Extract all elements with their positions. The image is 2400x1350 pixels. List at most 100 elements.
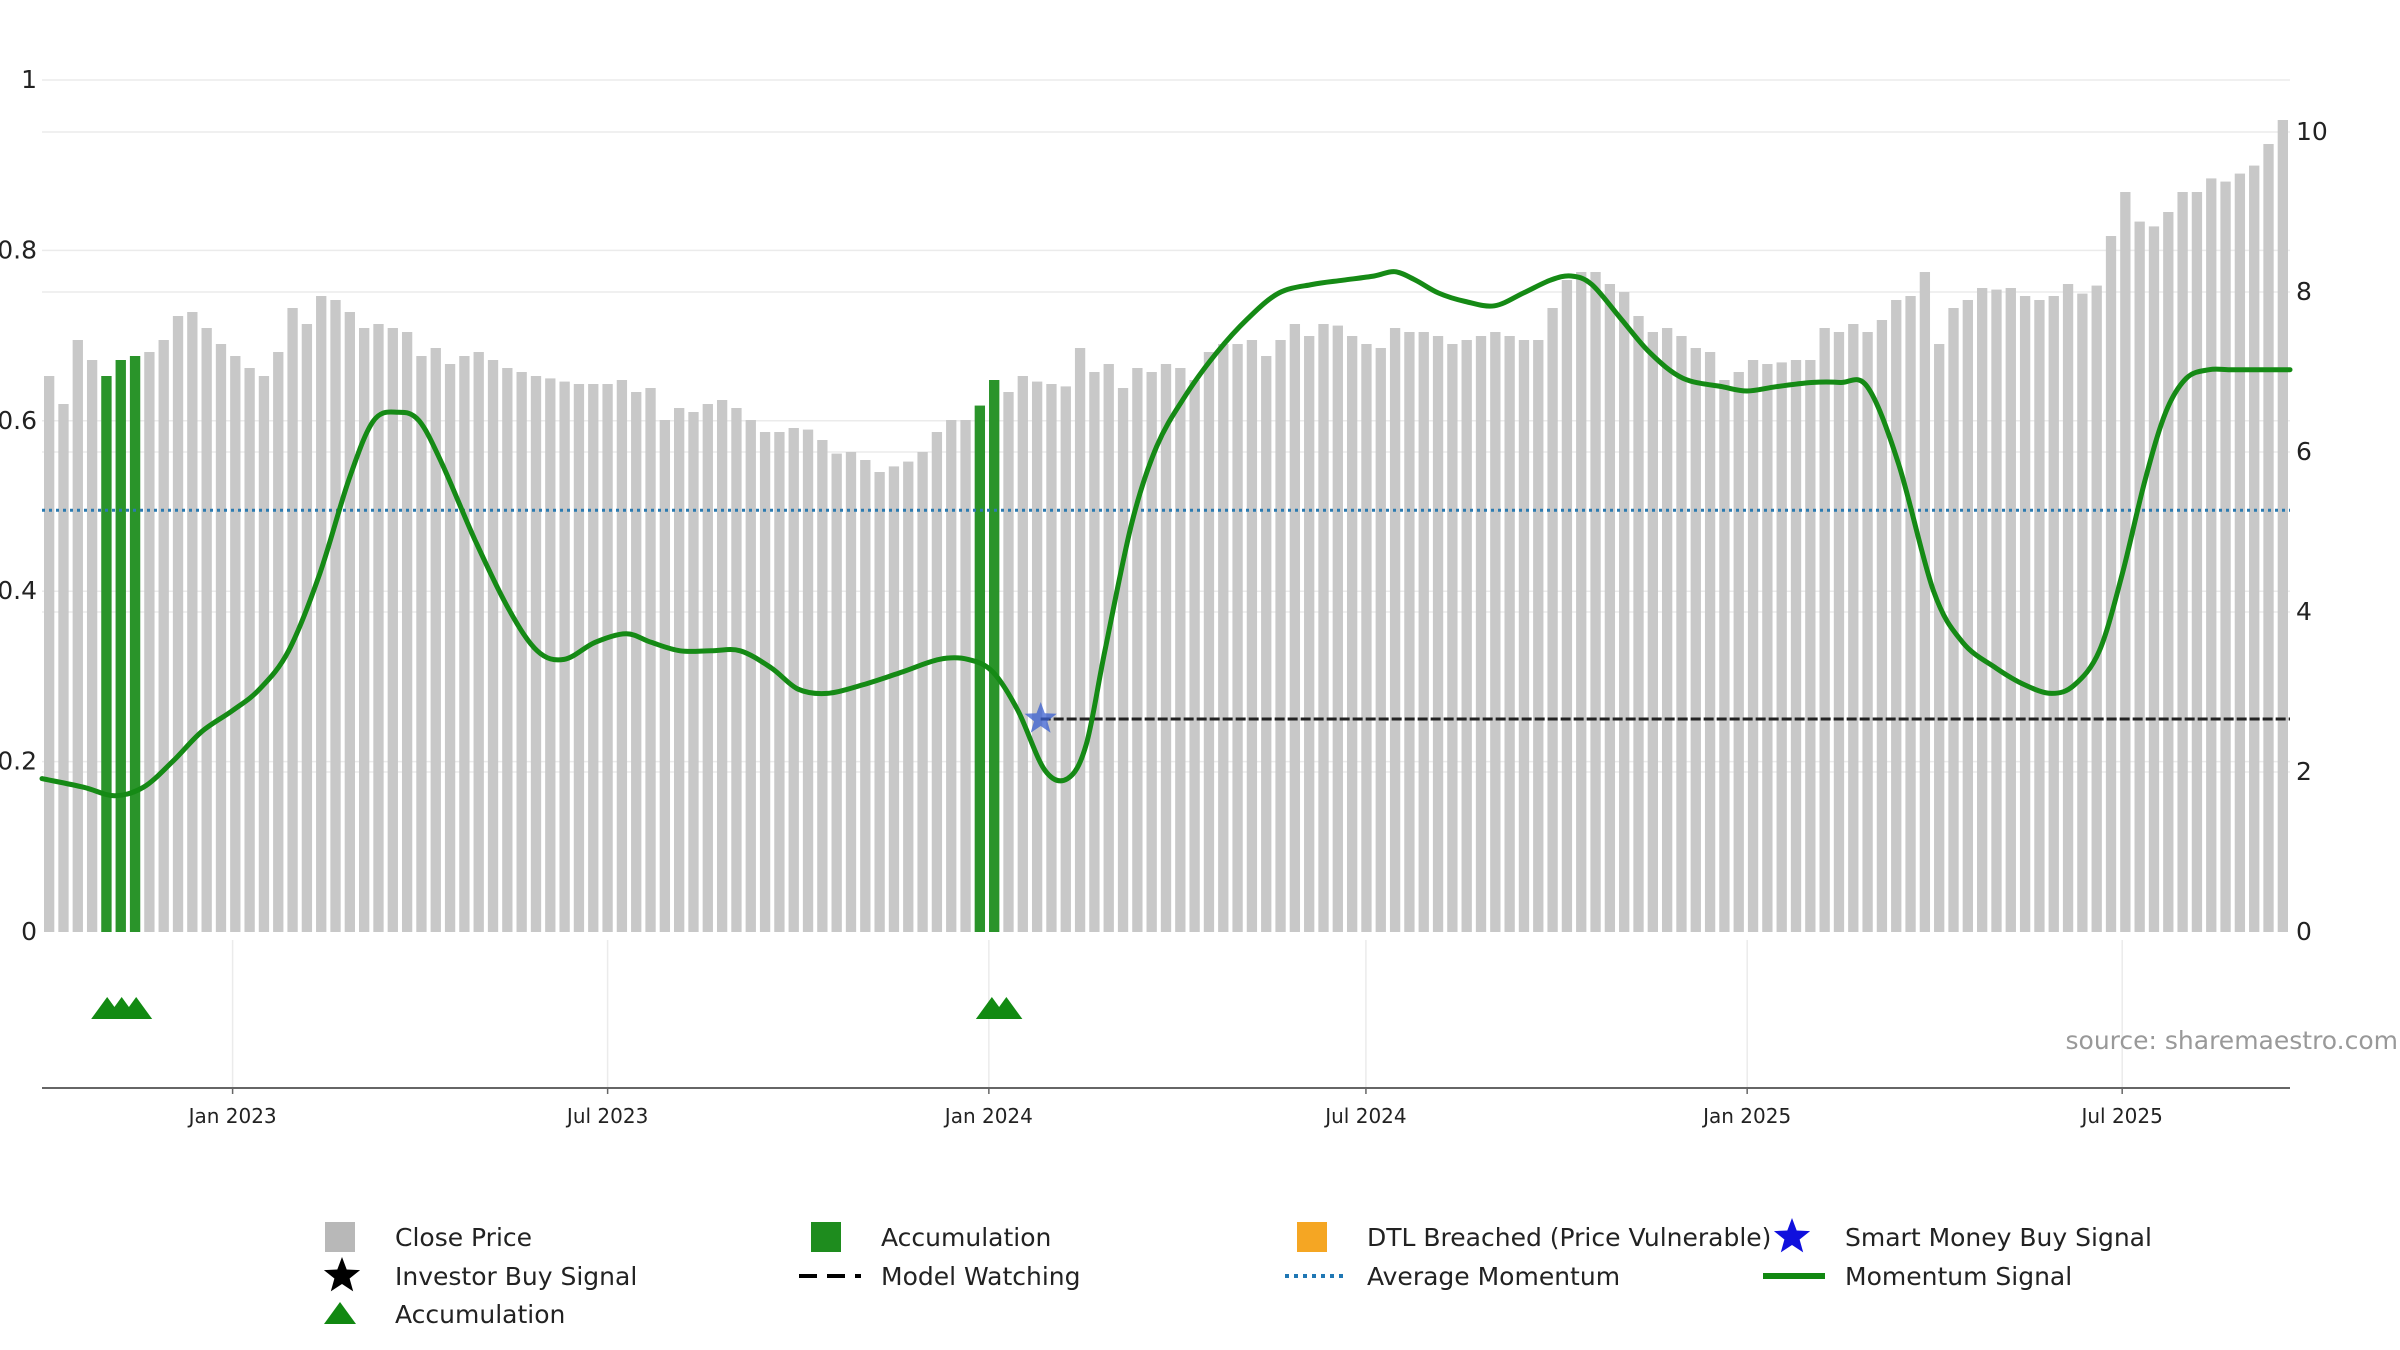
close-price-bar	[187, 312, 198, 932]
close-price-bar	[1848, 324, 1859, 932]
close-price-bar	[1504, 336, 1515, 932]
close-price-bar	[602, 384, 613, 932]
close-price-bar	[1690, 348, 1701, 932]
close-price-bar	[1719, 380, 1730, 932]
close-price-bar	[774, 432, 785, 932]
close-price-bar	[2220, 181, 2231, 933]
close-price-bar	[1389, 328, 1401, 932]
close-price-bar	[1590, 272, 1601, 932]
close-price-bar	[1633, 316, 1644, 932]
close-price-bar	[2277, 120, 2288, 932]
close-price-bar	[1103, 364, 1114, 932]
x-axis-tick-label: Jul 2023	[565, 1104, 648, 1128]
close-price-bar	[1490, 332, 1501, 932]
close-price-bar	[688, 412, 699, 932]
close-price-bar	[1418, 332, 1429, 932]
close-price-bar	[1561, 280, 1573, 932]
x-axis-tick-label: Jan 2025	[1701, 1104, 1791, 1128]
close-price-bar	[1146, 372, 1157, 932]
close-price-bar	[2062, 284, 2074, 932]
accumulation-bar	[974, 405, 986, 933]
close-price-bar	[172, 316, 184, 932]
legend: Close Price Accumulation DTL Breached (Pri…	[323, 1218, 2152, 1329]
close-price-bar	[1017, 376, 1028, 932]
close-price-bar	[158, 340, 169, 932]
close-price-bar	[430, 348, 441, 932]
close-price-bar	[1332, 325, 1343, 933]
close-price-bar	[1189, 380, 1200, 932]
close-price-bar	[2091, 285, 2102, 933]
legend-label: Model Watching	[881, 1262, 1081, 1291]
close-price-bar	[1218, 344, 1229, 932]
close-price-bar	[2134, 221, 2145, 933]
close-price-bar	[301, 324, 313, 932]
close-price-bar	[230, 356, 241, 932]
legend-label: Average Momentum	[1367, 1262, 1620, 1291]
close-price-bar	[1919, 272, 1931, 932]
accumulation-bar	[115, 360, 126, 932]
legend-label: Investor Buy Signal	[395, 1262, 637, 1291]
close-price-bar	[444, 364, 456, 932]
signal-lines	[39, 269, 2293, 799]
close-price-bar	[387, 328, 398, 932]
close-price-bar	[373, 324, 384, 932]
close-price-bar	[215, 344, 227, 932]
signal-markers	[91, 702, 1057, 1019]
close-price-bar	[2019, 296, 2031, 932]
close-price-bar	[874, 472, 885, 932]
close-price-bar	[931, 432, 943, 932]
close-price-bar	[344, 312, 356, 932]
close-price-bar	[1776, 362, 1787, 932]
source-credit: source: sharemaestro.com	[2066, 1026, 2399, 1055]
close-price-bar	[788, 428, 799, 932]
close-price-bar	[72, 340, 83, 932]
close-price-bar	[1461, 340, 1472, 932]
close-price-bar	[545, 378, 556, 932]
close-price-bar	[1991, 289, 2002, 933]
close-price-bar	[44, 376, 55, 932]
close-price-bar	[731, 408, 742, 932]
close-price-bar	[1117, 388, 1129, 932]
close-price-bar	[530, 376, 542, 932]
close-price-bar	[1031, 381, 1043, 933]
close-price-bar	[144, 352, 155, 932]
close-price-bar	[702, 404, 713, 932]
close-price-bar	[2191, 192, 2203, 932]
legend-swatch-star	[1773, 1218, 1811, 1253]
close-price-bar	[516, 372, 527, 932]
close-price-bar	[1891, 300, 1902, 932]
right-axis-tick-label: 2	[2296, 757, 2312, 786]
close-price-bar	[1447, 344, 1458, 932]
close-price-bar	[716, 400, 728, 932]
close-price-bar	[1289, 324, 1301, 932]
close-price-bar	[1819, 328, 1830, 932]
close-price-bar	[759, 432, 771, 932]
close-price-bar	[258, 376, 270, 932]
close-price-bar	[1547, 308, 1558, 932]
left-axis-tick-label: 0	[21, 917, 37, 946]
close-price-bar	[1962, 300, 1973, 932]
close-price-bar	[2234, 173, 2246, 933]
close-price-bar	[659, 420, 671, 932]
close-price-bar	[1275, 340, 1286, 932]
close-price-bar	[201, 328, 212, 932]
close-price-bar	[459, 356, 470, 932]
close-price-bar	[1375, 348, 1386, 932]
close-price-bar	[1604, 284, 1616, 932]
close-price-bar	[330, 300, 341, 932]
close-price-bar	[1805, 360, 1816, 932]
close-price-bar	[1905, 296, 1916, 932]
right-axis-tick-label: 8	[2296, 277, 2312, 306]
close-price-bar	[2034, 300, 2045, 932]
close-price-bar	[1619, 292, 1630, 932]
close-price-bar	[316, 296, 327, 932]
close-price-bar	[273, 352, 284, 932]
close-price-bar	[573, 384, 585, 932]
close-price-bar	[2077, 293, 2088, 933]
close-price-bars	[44, 120, 2288, 933]
close-price-bar	[860, 460, 871, 932]
right-axis-tick-label: 0	[2296, 917, 2312, 946]
close-price-bar	[1318, 324, 1329, 932]
close-price-bar	[1647, 332, 1658, 932]
